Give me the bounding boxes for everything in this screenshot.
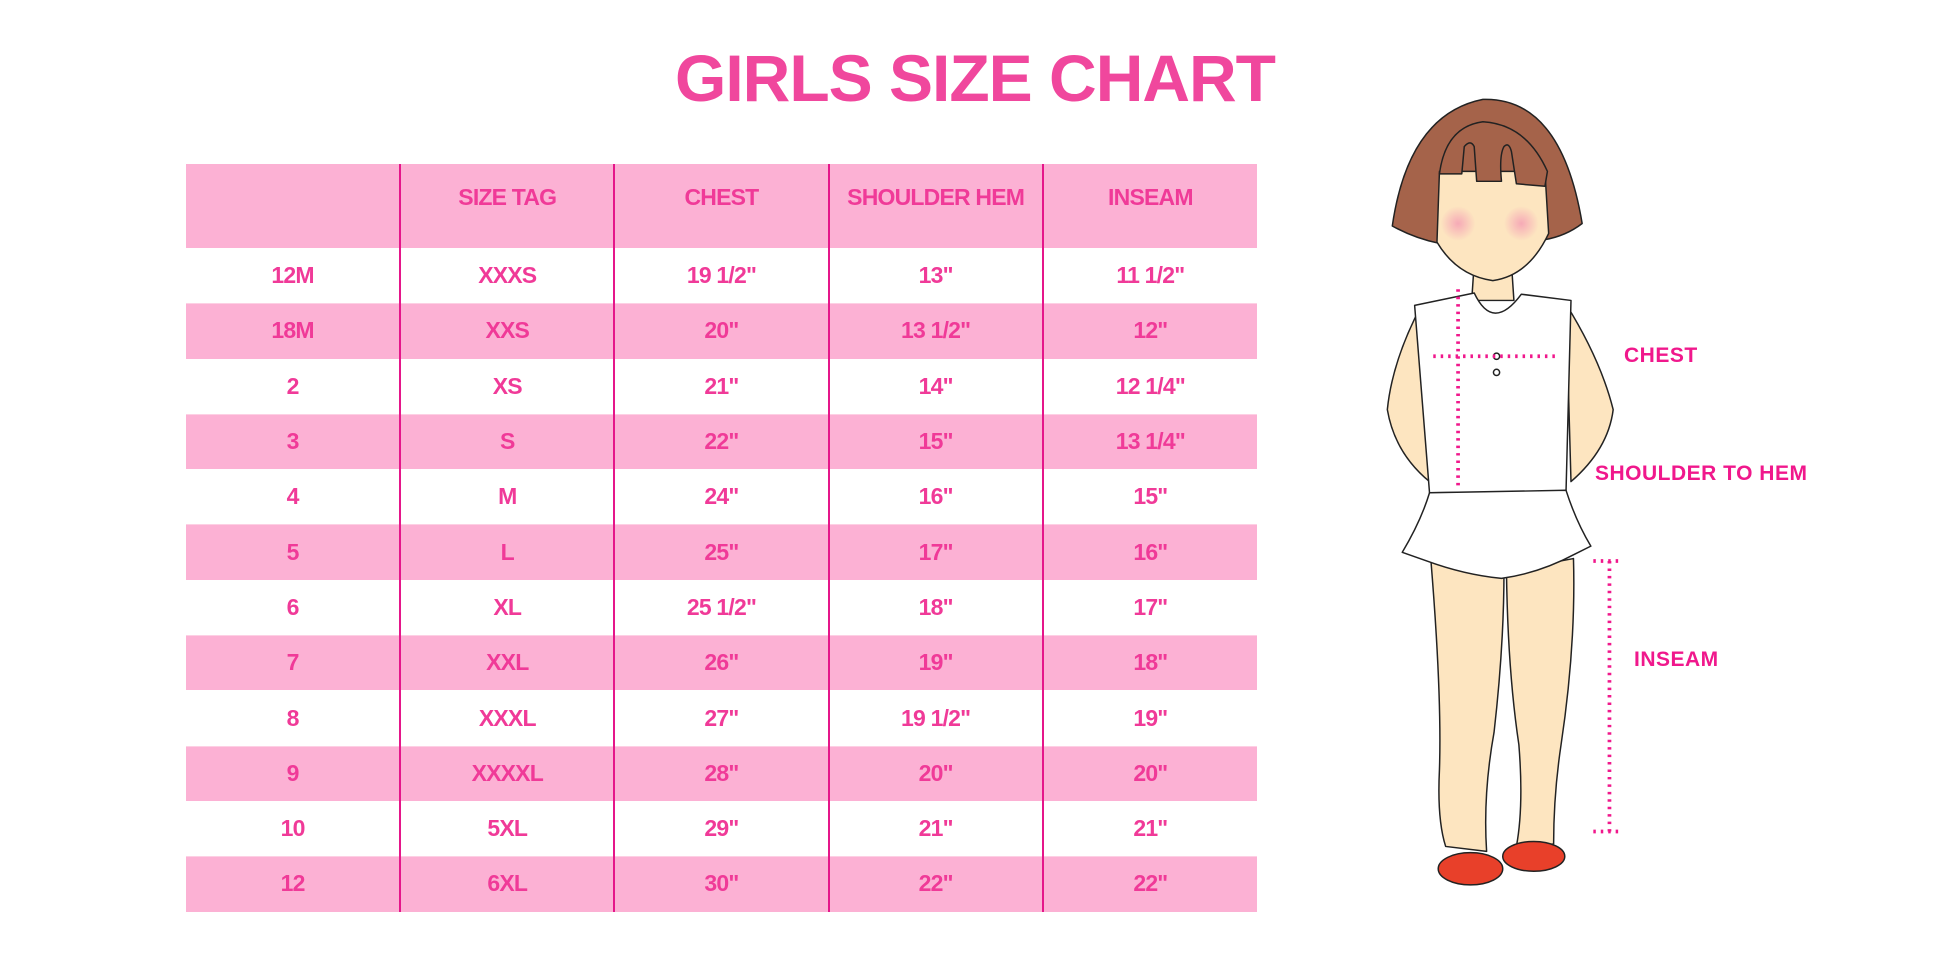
table-row: 6 XL 25 1/2" 18" 17" [186, 579, 1257, 636]
table-cell: 11 1/2" [1041, 248, 1257, 304]
table-cell: 19 1/2" [613, 248, 829, 304]
table-cell: M [399, 469, 615, 525]
column-header: SIZE TAG [399, 164, 615, 248]
table-cell: S [399, 413, 615, 470]
table-cell: XXXS [399, 248, 615, 304]
column-header: SHOULDER HEM [827, 164, 1043, 248]
table-cell: L [399, 524, 615, 580]
table-cell: 20" [827, 745, 1043, 801]
table-cell: XS [399, 358, 615, 414]
table-row: 8 XXXL 27" 19 1/2" 19" [186, 690, 1257, 746]
table-cell: 2 [286, 372, 300, 399]
table-cell: 21" [827, 800, 1043, 857]
table-cell: 13 1/2" [827, 303, 1043, 359]
right-shoe [1501, 840, 1566, 872]
table-cell: 12" [1041, 303, 1257, 359]
table-cell: 17" [827, 524, 1043, 580]
left-leg [1430, 557, 1505, 853]
table-cell: 17" [1041, 579, 1257, 636]
table-cell: 19" [1041, 690, 1257, 746]
table-cell: 6XL [399, 856, 615, 912]
table-cell: 12M [271, 262, 314, 289]
table-cell: 25 1/2" [613, 579, 829, 636]
shirt [1413, 292, 1572, 494]
table-row: 4 M 24" 16" 15" [186, 469, 1257, 525]
table-row: 12M XXXS 19 1/2" 13" 11 1/2" [186, 248, 1257, 304]
table-cell: 22" [1041, 856, 1257, 912]
table-row: 5 L 25" 17" 16" [186, 524, 1257, 580]
table-cell: 20" [613, 303, 829, 359]
table-cell: 10 [280, 815, 306, 842]
table-row: 9 XXXXL 28" 20" 20" [186, 745, 1257, 801]
table-cell: 15" [827, 413, 1043, 470]
column-header [186, 164, 401, 248]
inseam-label: INSEAM [1634, 648, 1719, 671]
face [1436, 170, 1550, 282]
table-cell: 6 [286, 593, 300, 620]
table-cell: 16" [1041, 524, 1257, 580]
table-cell: 19" [827, 635, 1043, 691]
table-cell: XXL [399, 635, 615, 691]
right-arm [1565, 303, 1614, 483]
table-row: 2 XS 21" 14" 12 1/4" [186, 358, 1257, 414]
table-row: 10 5XL 29" 21" 21" [186, 800, 1257, 857]
table-cell: 27" [613, 690, 829, 746]
chart-title: GIRLS SIZE CHART [674, 41, 1276, 115]
table-cell: 30" [613, 856, 829, 912]
right-leg [1505, 557, 1575, 848]
shoulder-to-hem-label: SHOULDER TO HEM [1595, 462, 1808, 485]
table-cell: XXXL [399, 690, 615, 746]
table-cell: 12 1/4" [1041, 358, 1257, 414]
table-cell: 20" [1041, 745, 1257, 801]
table-cell: 21" [613, 358, 829, 414]
column-header: INSEAM [1041, 164, 1257, 248]
table-cell: 9 [186, 745, 401, 801]
table-cell: 12 [186, 856, 401, 912]
table-cell: XXS [399, 303, 615, 359]
table-cell: 25" [613, 524, 829, 580]
table-cell: 18M [186, 303, 401, 359]
girl-illustration [1386, 98, 1621, 886]
table-cell: 13" [827, 248, 1043, 304]
table-cell: 28" [613, 745, 829, 801]
chest-label: CHEST [1624, 344, 1698, 367]
table-cell: 5 [186, 524, 401, 580]
table-row: 12 6XL 30" 22" 22" [186, 856, 1257, 912]
column-header: CHEST [613, 164, 829, 248]
table-cell: 8 [286, 704, 300, 731]
table-cell: XXXXL [399, 745, 615, 801]
table-cell: 18" [827, 579, 1043, 636]
table-cell: 26" [613, 635, 829, 691]
table-cell: 19 1/2" [827, 690, 1043, 746]
table-cell: 18" [1041, 635, 1257, 691]
left-shoe [1437, 851, 1504, 886]
table-cell: 15" [1041, 469, 1257, 525]
table-cell: 21" [1041, 800, 1257, 857]
table-cell: 22" [613, 413, 829, 470]
table-row: 3 S 22" 15" 13 1/4" [186, 413, 1257, 470]
table-cell: 22" [827, 856, 1043, 912]
table-cell: XL [399, 579, 615, 636]
table-cell: 7 [186, 635, 401, 691]
size-table: SIZE TAG CHEST SHOULDER HEM INSEAM 12M XXXS 1… [186, 164, 1257, 912]
bangs [1438, 121, 1549, 188]
table-cell: 16" [827, 469, 1043, 525]
table-cell: 5XL [399, 800, 615, 857]
table-cell: 24" [613, 469, 829, 525]
skirt [1401, 489, 1592, 580]
table-row: 18M XXS 20" 13 1/2" 12" [186, 303, 1257, 359]
header-row: SIZE TAG CHEST SHOULDER HEM INSEAM [186, 164, 1257, 248]
table-cell: 14" [827, 358, 1043, 414]
table-cell: 29" [613, 800, 829, 857]
table-cell: 4 [286, 483, 300, 510]
table-body: 12M XXXS 19 1/2" 13" 11 1/2" 18M XXS 20" 13 1/2"… [186, 248, 1257, 912]
table-cell: 3 [186, 413, 401, 470]
table-row: 7 XXL 26" 19" 18" [186, 635, 1257, 691]
table-cell: 13 1/4" [1041, 413, 1257, 470]
